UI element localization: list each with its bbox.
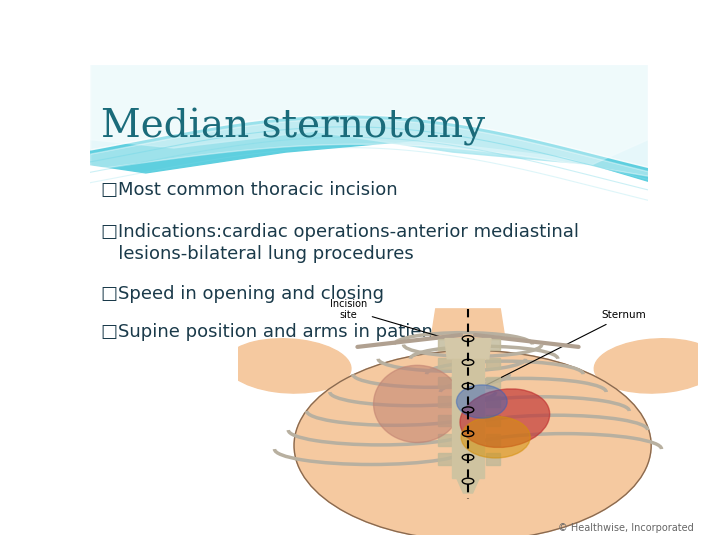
Ellipse shape (461, 416, 530, 458)
Text: □Indications:cardiac operations-anterior mediastinal
   lesions-bilateral lung p: □Indications:cardiac operations-anterior… (101, 223, 579, 263)
Text: © Healthwise, Incorporated: © Healthwise, Incorporated (558, 523, 694, 534)
Bar (438, 339, 452, 350)
Text: □Speed in opening and closing: □Speed in opening and closing (101, 285, 384, 303)
Bar (438, 415, 452, 427)
Bar (438, 396, 452, 408)
Polygon shape (90, 65, 648, 181)
Bar (487, 396, 500, 408)
Polygon shape (431, 309, 505, 339)
Text: Sternum: Sternum (487, 310, 647, 385)
Polygon shape (456, 477, 480, 493)
Ellipse shape (460, 389, 549, 448)
Bar (487, 453, 500, 464)
Polygon shape (90, 65, 648, 165)
Ellipse shape (594, 339, 719, 393)
Ellipse shape (374, 365, 461, 443)
Bar (487, 357, 500, 369)
Text: Median sternotomy: Median sternotomy (101, 109, 485, 146)
Bar (438, 434, 452, 445)
Bar (438, 453, 452, 464)
Text: □Most common thoracic incision: □Most common thoracic incision (101, 181, 397, 199)
Polygon shape (452, 359, 484, 477)
Ellipse shape (225, 339, 351, 393)
Ellipse shape (294, 350, 651, 540)
Polygon shape (445, 339, 491, 359)
Bar (438, 376, 452, 388)
Text: Incision
site: Incision site (330, 299, 456, 341)
Ellipse shape (456, 385, 507, 418)
Bar (487, 339, 500, 350)
Text: □Supine position and arms in patient,s side: □Supine position and arms in patient,s s… (101, 322, 498, 341)
Bar (487, 434, 500, 445)
Bar (438, 357, 452, 369)
Bar (487, 376, 500, 388)
Bar (487, 415, 500, 427)
